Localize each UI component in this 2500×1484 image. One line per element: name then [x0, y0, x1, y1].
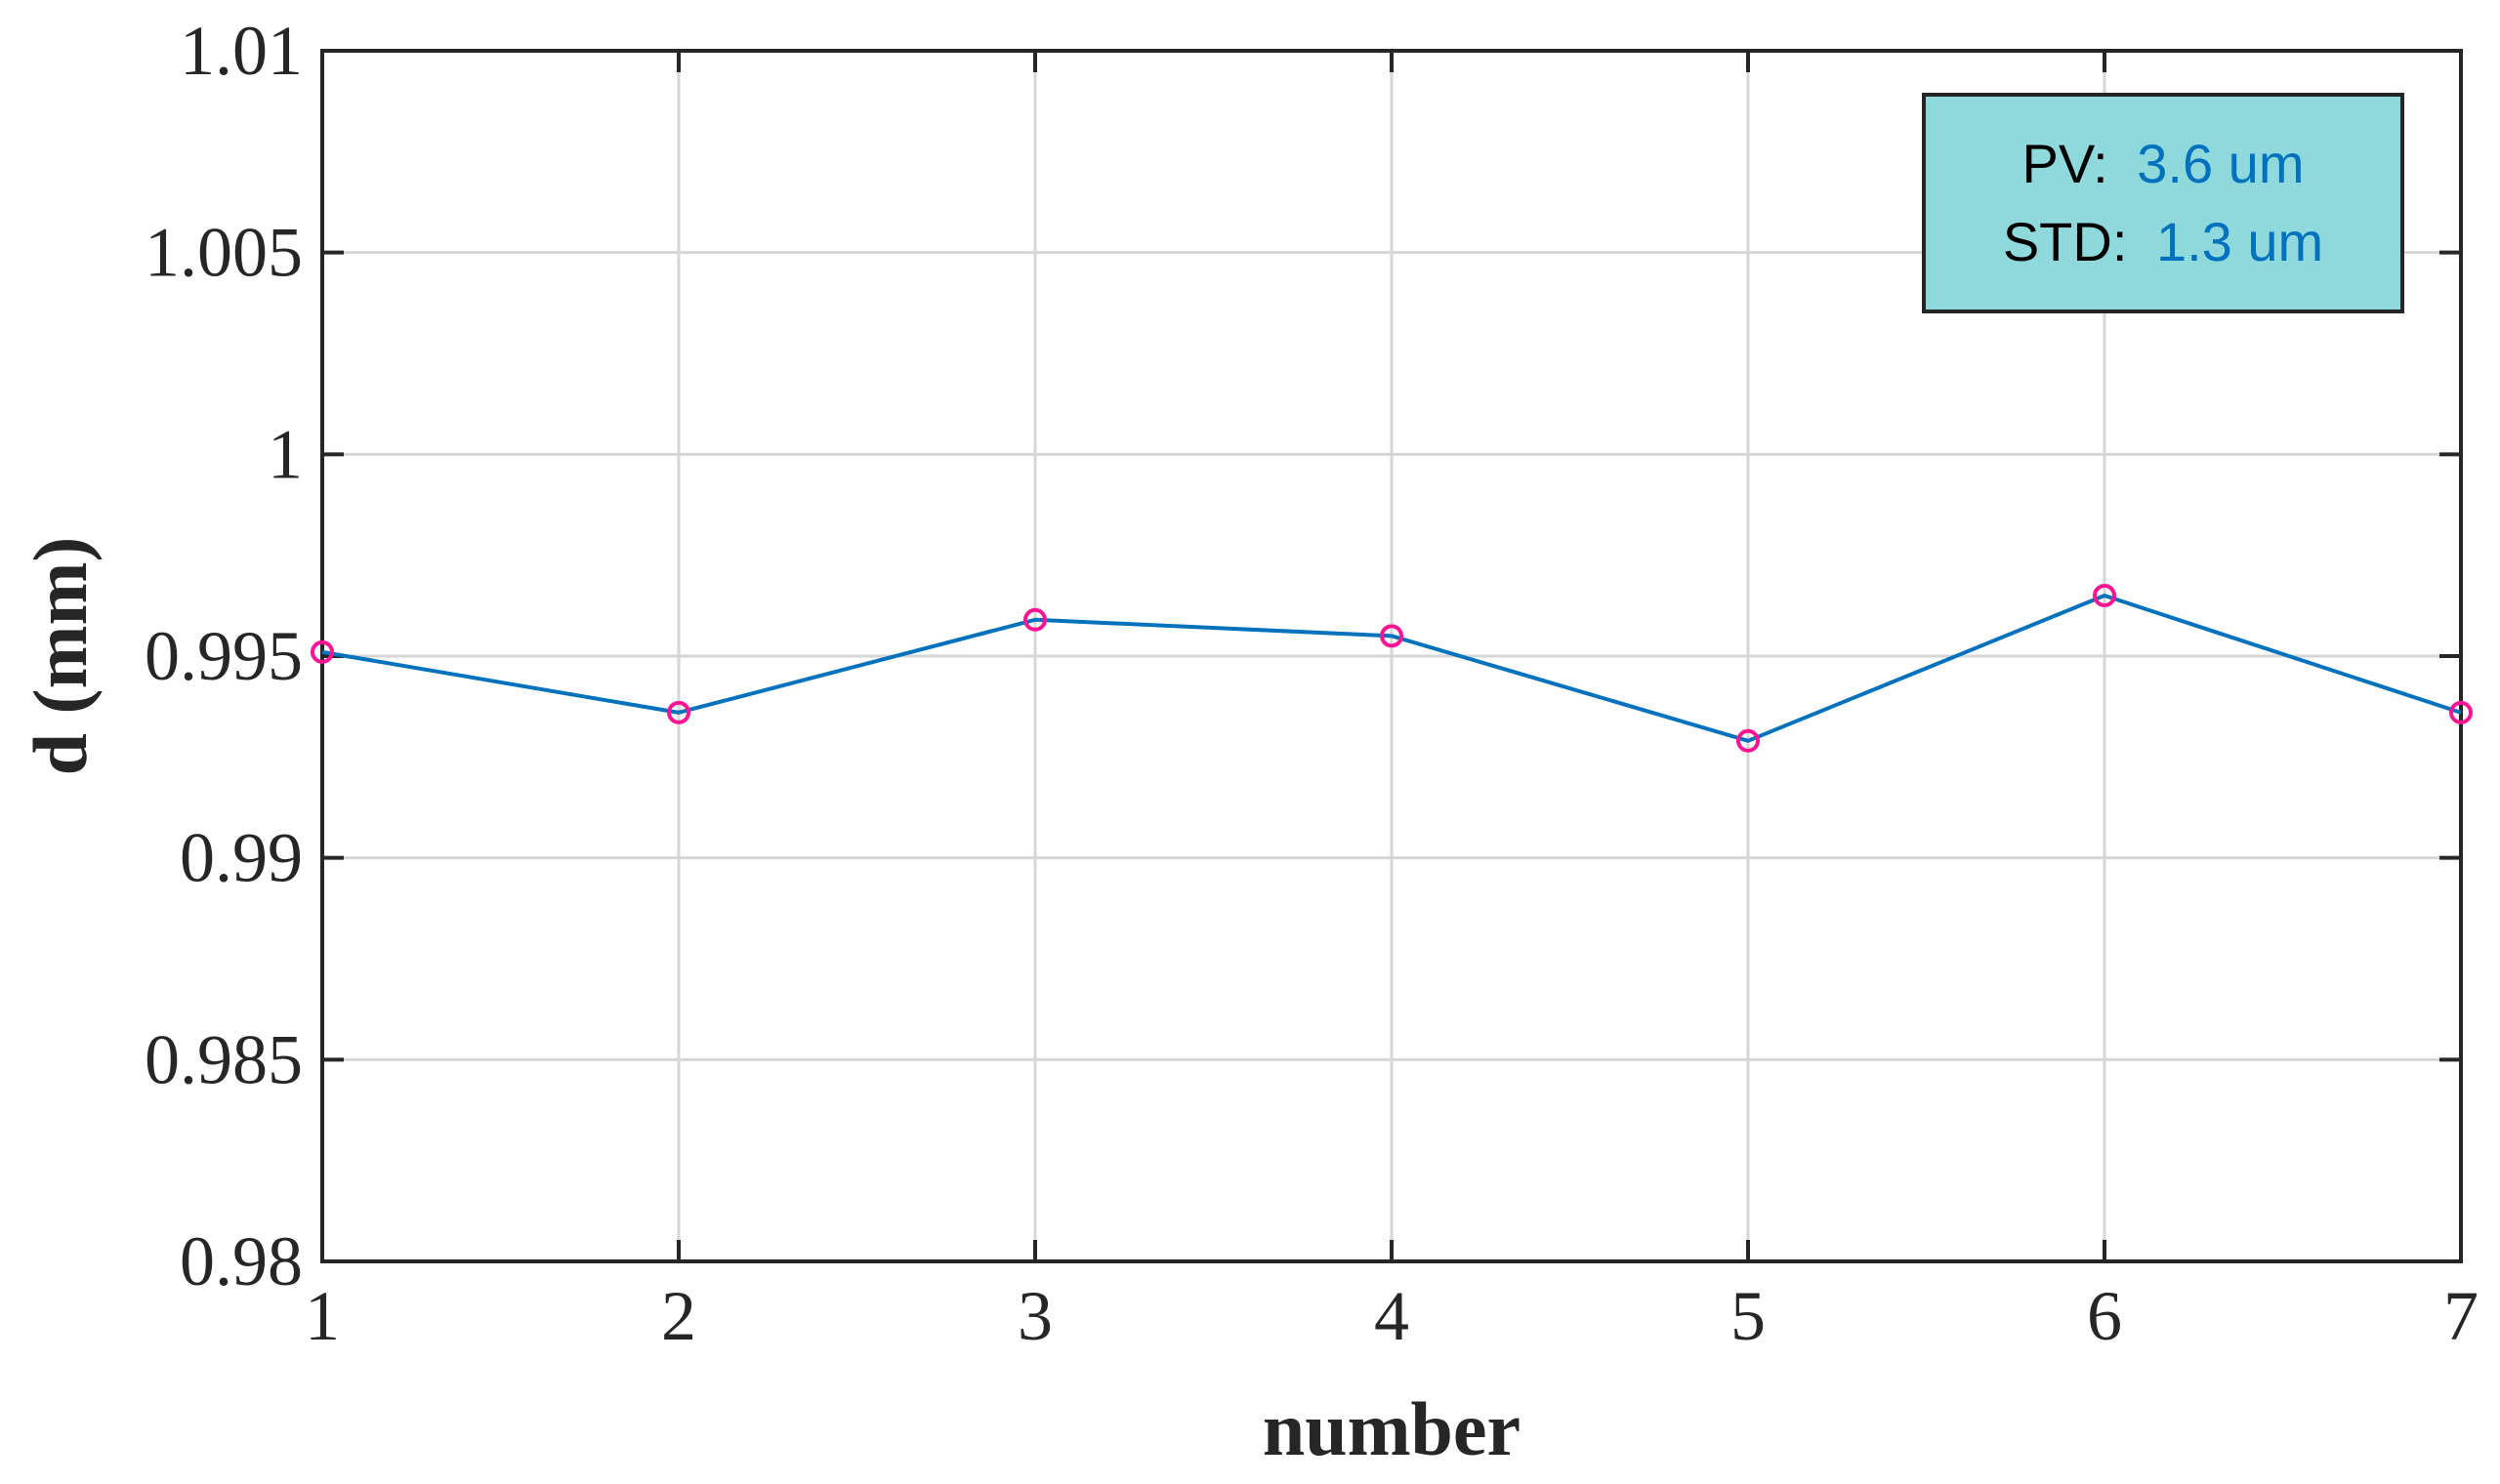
y-tick-label: 0.99 [180, 819, 303, 897]
data-point [2093, 584, 2116, 607]
data-point [1736, 728, 1760, 753]
y-tick-label: 0.98 [180, 1222, 303, 1300]
pv-value: 3.6 um [2137, 133, 2304, 194]
stats-annotation-box [1922, 93, 2404, 313]
std-annotation: STD: 1.3 um [2003, 211, 2323, 272]
y-tick-label: 1.01 [180, 12, 303, 90]
x-tick-label: 2 [661, 1277, 696, 1355]
data-series [311, 584, 2473, 753]
y-tick-label: 1.005 [145, 214, 303, 292]
series-line [321, 594, 2462, 743]
x-tick-label: 4 [1374, 1277, 1409, 1355]
x-tick-label: 7 [2443, 1277, 2479, 1355]
pv-label: PV: [2022, 133, 2108, 194]
data-point [311, 639, 334, 664]
std-value: 1.3 um [2156, 211, 2323, 272]
x-tick-label: 3 [1018, 1277, 1053, 1355]
std-label: STD: [2003, 211, 2128, 272]
data-point [1380, 624, 1403, 648]
y-tick-labels: 0.98 0.985 0.99 0.995 1 1.005 1.01 [145, 12, 303, 1300]
stats-annotation: PV: 3.6 um STD: 1.3 um [1922, 93, 2404, 313]
y-tick-label: 0.985 [145, 1020, 303, 1098]
x-tick-label: 5 [1730, 1277, 1766, 1355]
x-axis-title: number [1263, 1386, 1521, 1471]
data-point [1023, 607, 1047, 632]
data-point [2449, 700, 2473, 724]
x-tick-label: 1 [305, 1277, 340, 1355]
data-point [667, 700, 690, 724]
x-tick-label: 6 [2087, 1277, 2122, 1355]
pv-annotation: PV: 3.6 um [2022, 133, 2305, 194]
x-tick-labels: 1 2 3 4 5 6 7 [305, 1277, 2479, 1355]
y-tick-label: 1 [268, 415, 303, 493]
y-axis-title: d (mm) [18, 537, 103, 776]
y-tick-label: 0.995 [145, 617, 303, 695]
